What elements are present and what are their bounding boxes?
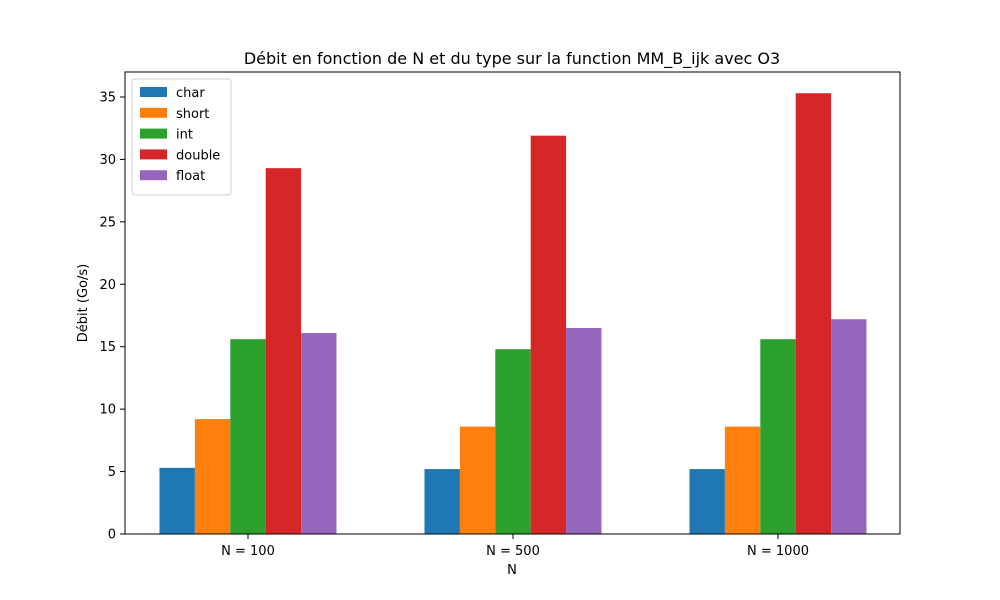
y-axis-label: Débit (Go/s) xyxy=(76,264,91,342)
bar-double-2 xyxy=(795,93,832,534)
bar-int-0 xyxy=(230,339,266,534)
bar-double-1 xyxy=(530,135,567,534)
y-tick-label-15: 15 xyxy=(99,340,116,355)
bar-float-0 xyxy=(301,332,337,534)
y-tick-label-25: 25 xyxy=(99,215,116,230)
y-tick-label-20: 20 xyxy=(99,278,116,293)
bar-float-2 xyxy=(831,319,867,534)
legend-label-int: int xyxy=(176,128,193,143)
bars-group xyxy=(159,93,867,534)
legend: char short int double float xyxy=(131,78,232,196)
legend-label-short: short xyxy=(176,107,209,122)
bar-double-0 xyxy=(265,168,302,534)
legend-swatch-char xyxy=(140,87,167,97)
bar-short-1 xyxy=(459,426,496,534)
legend-label-double: double xyxy=(176,148,220,163)
chart-title: Débit en fonction de N et du type sur la… xyxy=(244,49,780,69)
legend-swatch-short xyxy=(140,107,167,118)
bar-short-2 xyxy=(724,426,761,534)
legend-label-char: char xyxy=(176,86,205,101)
x-tick-label-0: N = 100 xyxy=(221,544,275,559)
bar-int-2 xyxy=(760,339,796,534)
y-tick-label-5: 5 xyxy=(108,465,116,480)
y-tick-label-0: 0 xyxy=(108,528,116,543)
y-axis: 0 5 10 15 20 25 30 35 xyxy=(99,90,125,543)
x-tick-label-2: N = 1000 xyxy=(747,544,809,559)
bar-char-1 xyxy=(424,469,460,534)
y-tick-label-30: 30 xyxy=(99,153,116,168)
x-axis: N = 100 N = 500 N = 1000 xyxy=(221,534,809,559)
legend-swatch-float xyxy=(140,170,167,181)
bar-char-2 xyxy=(689,469,725,534)
legend-swatch-double xyxy=(140,149,167,160)
bar-short-0 xyxy=(194,419,231,534)
y-tick-label-35: 35 xyxy=(99,90,116,105)
bar-char-0 xyxy=(159,467,195,534)
bar-float-1 xyxy=(566,327,602,534)
x-tick-label-1: N = 500 xyxy=(486,544,540,559)
legend-label-float: float xyxy=(176,169,205,184)
bar-int-1 xyxy=(495,349,531,534)
x-axis-label: N xyxy=(507,563,517,578)
y-tick-label-10: 10 xyxy=(99,403,116,418)
legend-swatch-int xyxy=(140,128,167,139)
